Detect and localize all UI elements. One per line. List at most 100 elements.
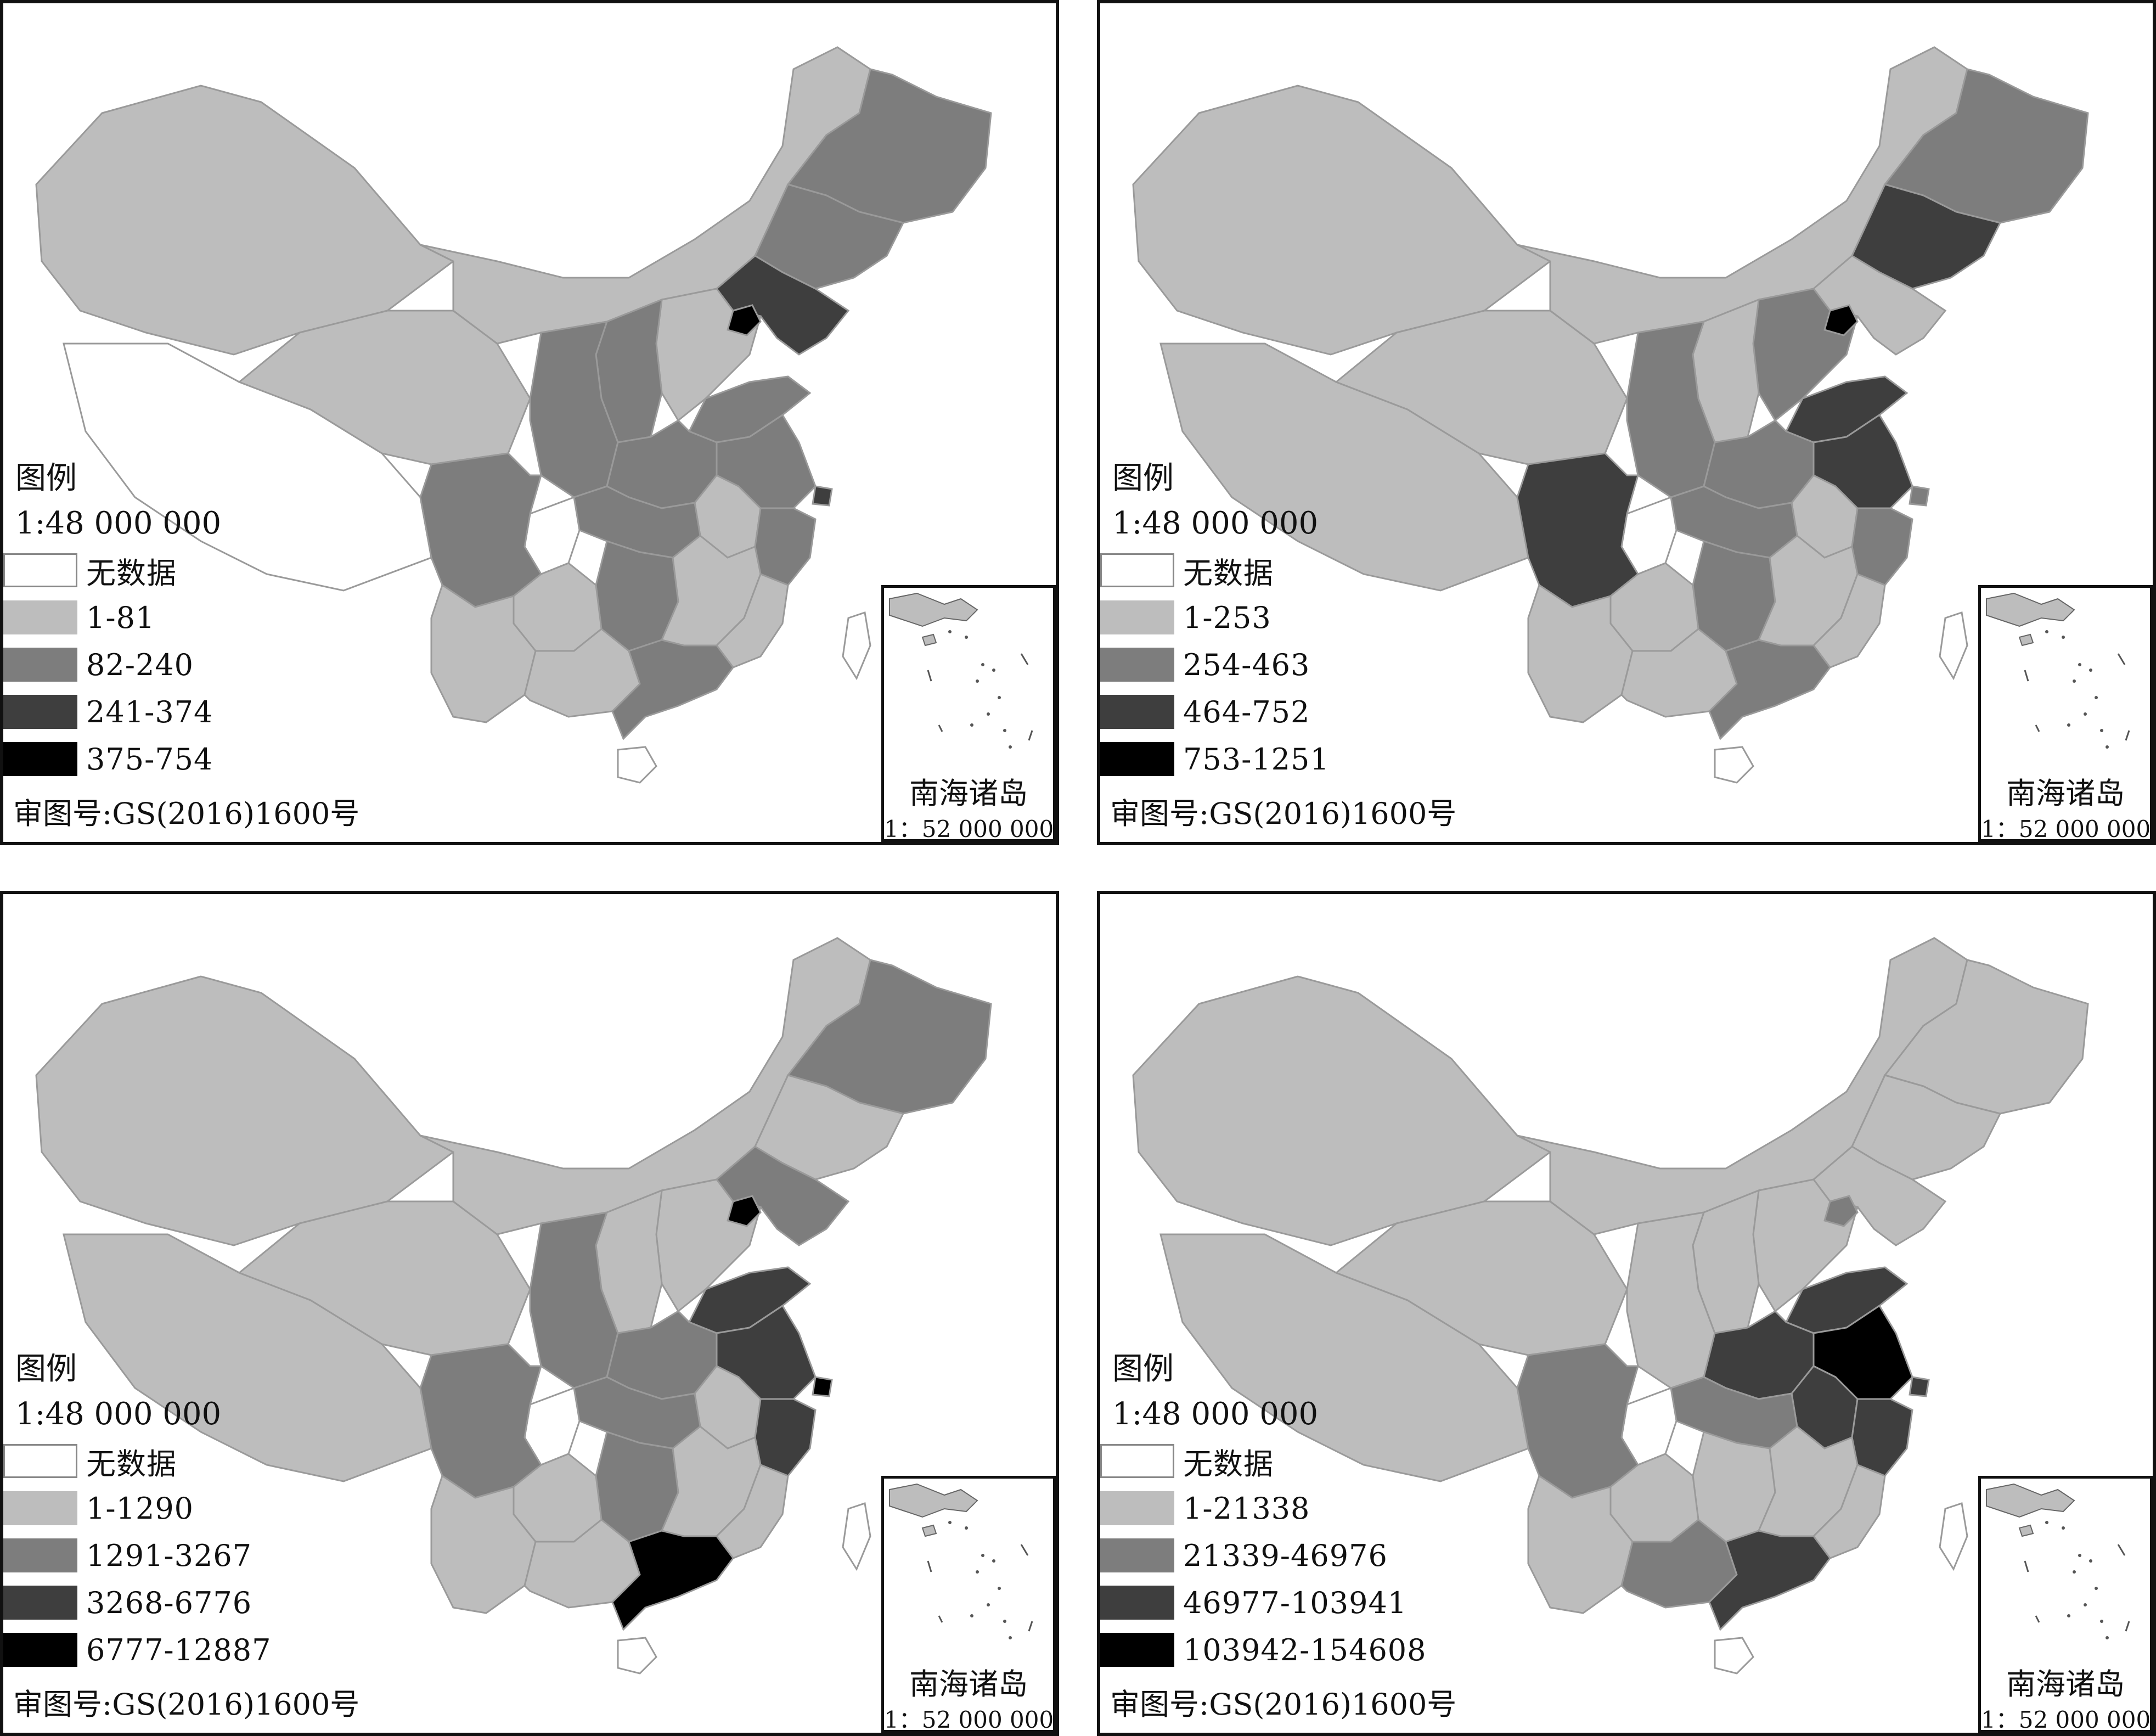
legend-item: 21339-46976 (1100, 1537, 1388, 1574)
legend-swatch (1100, 1444, 1174, 1478)
inset-title: 南海诸岛 (909, 776, 1028, 811)
china-map (35, 46, 992, 784)
legend-item: 464-752 (1100, 694, 1310, 730)
approval-number: 审图号:GS(2016)1600号 (13, 1687, 360, 1722)
legend-item: 无数据 (1100, 1443, 1274, 1481)
region-guangdong (1708, 639, 1831, 740)
legend-label: 1-81 (86, 600, 155, 635)
legend-swatch (1100, 1538, 1174, 1572)
legend-item: 1-253 (1100, 599, 1271, 636)
legend-item: 无数据 (3, 552, 177, 591)
region-fujian (716, 573, 789, 668)
map-panel-c: 图例 1:48 000 000 无数据 1-1290 1291-3267 3268-6… (0, 891, 1059, 1736)
region-guangdong (1708, 1530, 1831, 1631)
legend-swatch (1100, 695, 1174, 729)
legend-swatch (3, 695, 77, 729)
inset-coast (889, 1483, 978, 1518)
legend-swatch (1100, 1491, 1174, 1525)
legend-swatch (3, 1491, 77, 1525)
legend-swatch (3, 1586, 77, 1620)
legend-label: 21339-46976 (1183, 1538, 1388, 1573)
region-guangdong (611, 1530, 734, 1631)
legend-title: 图例 (15, 460, 77, 496)
region-hainan (1714, 1637, 1754, 1675)
region-hainan (617, 746, 657, 784)
region-taiwan (1939, 1502, 1968, 1571)
map-scale: 1:48 000 000 (15, 1396, 222, 1432)
legend-item: 1-81 (3, 599, 155, 636)
inset-title: 南海诸岛 (2006, 776, 2125, 811)
region-taiwan (842, 1502, 871, 1571)
inset-island (2018, 633, 2034, 647)
legend-item: 无数据 (1100, 552, 1274, 591)
region-guangdong (611, 639, 734, 740)
legend-item: 无数据 (3, 1443, 177, 1481)
region-beijing (1823, 304, 1859, 336)
region-sichuan (1516, 1343, 1639, 1499)
legend-item: 254-463 (1100, 647, 1310, 683)
south-china-sea-inset: 南海诸岛 1：52 000 000 (1978, 585, 2153, 842)
legend-swatch (1100, 1586, 1174, 1620)
legend-label: 241-374 (86, 694, 213, 729)
inset-title: 南海诸岛 (2006, 1667, 2125, 1701)
legend-label: 103942-154608 (1183, 1632, 1427, 1667)
region-beijing (727, 1195, 762, 1227)
region-taiwan (842, 611, 871, 681)
legend-swatch (1100, 742, 1174, 776)
region-shanghai (1909, 1376, 1930, 1397)
approval-number: 审图号:GS(2016)1600号 (1110, 1687, 1457, 1722)
legend-item: 82-240 (3, 647, 194, 683)
map-scale: 1:48 000 000 (1112, 505, 1319, 541)
legend-swatch (3, 742, 77, 776)
legend-label: 1-21338 (1183, 1491, 1310, 1526)
legend-label: 无数据 (86, 555, 177, 591)
legend-label: 464-752 (1183, 694, 1310, 729)
legend-swatch (3, 600, 77, 634)
legend-title: 图例 (15, 1351, 77, 1387)
legend-item: 375-754 (3, 741, 213, 777)
legend-label: 1-253 (1183, 600, 1271, 635)
region-northwest (1132, 85, 1552, 356)
inset-island (2018, 1524, 2034, 1537)
legend-label: 无数据 (86, 1446, 177, 1481)
legend-label: 无数据 (1183, 1446, 1274, 1481)
map-scale: 1:48 000 000 (15, 505, 222, 541)
legend-title: 图例 (1112, 1351, 1174, 1387)
legend-swatch (1100, 553, 1174, 587)
china-map (1132, 46, 2089, 784)
inset-scale: 1：52 000 000 (1981, 816, 2151, 842)
inset-coast (1986, 1483, 2075, 1518)
region-northwest (35, 975, 455, 1246)
south-china-sea-inset: 南海诸岛 1：52 000 000 (1978, 1476, 2153, 1733)
legend-title: 图例 (1112, 460, 1174, 496)
legend-item: 46977-103941 (1100, 1585, 1407, 1621)
inset-coast (889, 592, 978, 627)
legend-swatch (3, 1633, 77, 1667)
region-taiwan (1939, 611, 1968, 681)
inset-island (921, 1524, 937, 1537)
region-zhejiang (754, 1398, 817, 1477)
region-northwest (35, 85, 455, 356)
legend-swatch (1100, 1633, 1174, 1667)
inset-scale: 1：52 000 000 (1981, 1706, 2151, 1733)
map-panel-a: 图例 1:48 000 000 无数据 1-81 82-240 241-374 375-… (0, 0, 1059, 845)
region-zhejiang (754, 507, 817, 586)
region-hainan (617, 1637, 657, 1675)
region-shanghai (1909, 485, 1930, 507)
south-china-sea-inset: 南海诸岛 1：52 000 000 (881, 585, 1056, 842)
inset-scale: 1：52 000 000 (884, 1706, 1054, 1733)
china-map (35, 937, 992, 1675)
legend-item: 1-1290 (3, 1490, 194, 1526)
inset-map (889, 1483, 1033, 1639)
region-sichuan (419, 1343, 542, 1499)
region-hainan (1714, 746, 1754, 784)
legend-item: 3268-6776 (3, 1585, 252, 1621)
legend-item: 6777-12887 (3, 1632, 271, 1668)
legend-swatch (3, 648, 77, 682)
approval-number: 审图号:GS(2016)1600号 (1110, 796, 1457, 831)
legend-item: 1-21338 (1100, 1490, 1310, 1526)
region-sichuan (419, 452, 542, 608)
legend-item: 103942-154608 (1100, 1632, 1427, 1668)
inset-scale: 1：52 000 000 (884, 816, 1054, 842)
inset-coast (1986, 592, 2075, 627)
